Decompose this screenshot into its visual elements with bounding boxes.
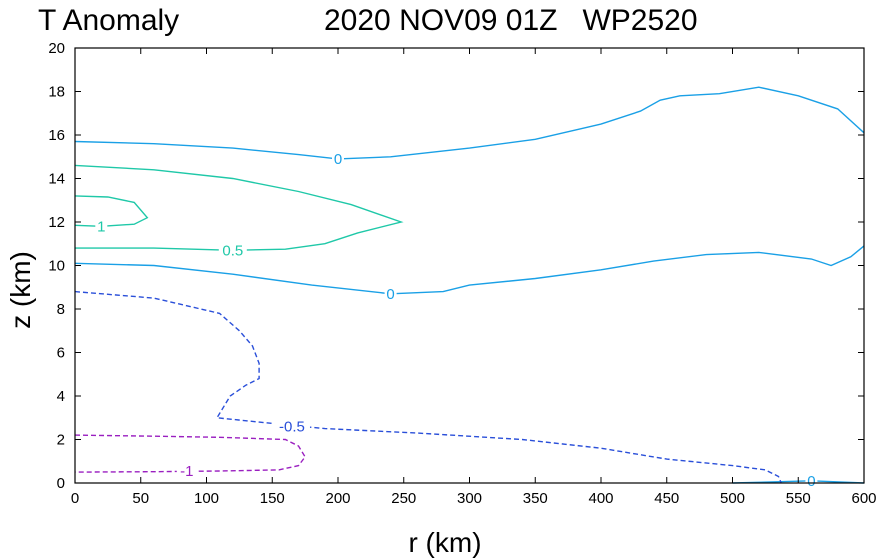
contour-label-6: -1 <box>180 463 193 480</box>
y-tick-label-0: 0 <box>57 475 65 492</box>
y-axis-label: z (km) <box>5 251 36 329</box>
contour-line-1 <box>74 245 865 295</box>
x-tick-label-0: 0 <box>71 490 79 507</box>
contour-label-bg-3 <box>218 242 247 259</box>
x-tick-label-3: 150 <box>260 490 285 507</box>
contour-line-3 <box>74 164 404 252</box>
x-tick-label-5: 250 <box>391 490 416 507</box>
contour-line-4 <box>74 195 149 228</box>
x-tick-label-7: 350 <box>523 490 548 507</box>
plot-area: 0 0 0 0.5 1 -0.5 -1 <box>74 86 865 490</box>
contour-label-1: 0 <box>386 286 394 303</box>
contour-label-bg-5 <box>273 418 310 435</box>
chart-title-left: T Anomaly <box>38 4 179 37</box>
axes: 0 50 100 150 200 250 300 350 400 450 500 550 6000246… <box>48 40 876 507</box>
plot-frame <box>74 47 865 484</box>
y-tick-label-2: 4 <box>57 388 65 405</box>
x-tick-label-11: 550 <box>786 490 811 507</box>
x-tick-label-12: 600 <box>851 490 876 507</box>
contour-label-3: 0.5 <box>222 242 243 259</box>
contour-label-bg-1 <box>384 285 397 302</box>
contour-label-bg-6 <box>176 463 197 480</box>
y-tick-label-1: 2 <box>57 432 65 449</box>
y-tick-label-3: 6 <box>57 345 65 362</box>
contour-label-4: 1 <box>97 218 105 235</box>
y-tick-label-9: 18 <box>48 84 65 101</box>
contour-label-5: -0.5 <box>279 418 305 435</box>
y-tick-label-8: 16 <box>48 127 65 144</box>
y-tick-label-5: 10 <box>48 258 65 275</box>
y-tick-label-4: 8 <box>57 301 65 318</box>
x-tick-label-10: 500 <box>720 490 745 507</box>
x-tick-label-8: 400 <box>588 490 613 507</box>
y-tick-label-6: 12 <box>48 214 65 231</box>
contour-line-6 <box>74 434 306 473</box>
contour-label-2: 0 <box>807 473 815 490</box>
x-axis-label: r (km) <box>408 527 481 558</box>
x-tick-label-1: 50 <box>132 490 149 507</box>
contour-line-0 <box>74 86 865 160</box>
x-tick-label-4: 200 <box>325 490 350 507</box>
x-tick-label-2: 100 <box>194 490 219 507</box>
contour-label-bg-2 <box>805 472 818 489</box>
y-tick-label-10: 20 <box>48 40 65 57</box>
x-tick-label-6: 300 <box>457 490 482 507</box>
chart-title-right: 2020 NOV09 01Z WP2520 <box>324 4 698 37</box>
contour-label-bg-0 <box>332 150 344 167</box>
contour-label-bg-4 <box>95 218 108 235</box>
contour-label-0: 0 <box>334 151 342 168</box>
x-tick-label-9: 450 <box>654 490 679 507</box>
y-tick-label-7: 14 <box>48 171 65 188</box>
contour-line-5 <box>74 290 782 484</box>
